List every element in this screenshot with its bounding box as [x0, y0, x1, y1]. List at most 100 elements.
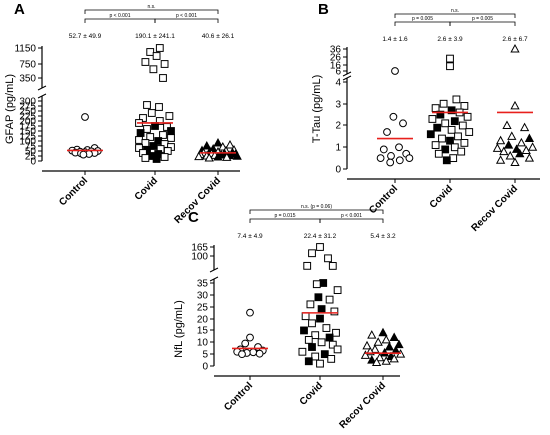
- panel-letter: C: [188, 209, 199, 226]
- filled-triangle-point: [213, 137, 223, 147]
- open-triangle-point: [499, 146, 509, 156]
- open-square-point: [428, 115, 437, 123]
- filled-triangle-point: [367, 355, 377, 364]
- open-square-point: [311, 331, 320, 340]
- y-tick-label: 2: [335, 121, 341, 132]
- y-tick-label: 100: [191, 252, 208, 263]
- open-square-point: [308, 319, 316, 328]
- p-value-label: p = 0.015: [275, 213, 296, 219]
- y-tick-label: 75: [25, 142, 37, 153]
- open-square-point: [306, 300, 315, 309]
- mean-sd-label: 7.4 ± 4.9: [237, 233, 263, 240]
- open-square-point: [141, 139, 150, 147]
- open-square-point: [141, 58, 150, 66]
- significance-bracket: [249, 209, 384, 214]
- significance-bracket: [154, 18, 219, 23]
- open-square-point: [135, 136, 143, 144]
- filled-square-point: [433, 123, 442, 132]
- y-tick-label: 175: [19, 122, 36, 133]
- open-square-point: [328, 262, 337, 270]
- open-square-point: [155, 117, 164, 125]
- open-square-point: [316, 359, 324, 368]
- significance-bracket: [394, 21, 451, 26]
- y-tick-label: 750: [19, 60, 36, 71]
- filled-square-point: [446, 136, 454, 145]
- open-triangle-point: [495, 135, 506, 145]
- open-circle-point: [405, 154, 414, 163]
- significance-bracket: [84, 9, 219, 14]
- open-square-point: [328, 340, 337, 349]
- filled-triangle-point: [394, 339, 404, 349]
- open-triangle-point: [505, 150, 515, 160]
- x-category-label: Control: [222, 380, 255, 413]
- significance-bracket: [394, 13, 516, 18]
- open-square-point: [160, 60, 169, 68]
- open-square-point: [457, 147, 466, 156]
- open-triangle-point: [222, 152, 232, 161]
- open-triangle-point: [502, 120, 512, 129]
- open-square-point: [325, 295, 334, 304]
- significance-bracket: [319, 218, 384, 223]
- open-square-point: [327, 354, 336, 363]
- open-circle-point: [79, 150, 88, 159]
- open-square-point: [447, 125, 456, 134]
- y-tick-label: 275: [19, 102, 36, 113]
- open-square-point: [143, 125, 151, 133]
- filled-square-point: [450, 117, 459, 126]
- open-square-point: [333, 345, 342, 354]
- filled-square-point: [152, 155, 161, 163]
- y-tick-label: 6: [335, 67, 341, 78]
- open-square-point: [312, 280, 321, 289]
- open-square-point: [160, 153, 169, 161]
- y-tick-label: 16: [330, 61, 342, 72]
- open-square-point: [317, 338, 326, 347]
- open-triangle-point: [519, 122, 530, 132]
- open-square-point: [333, 286, 342, 295]
- open-circle-point: [249, 348, 258, 357]
- open-square-point: [438, 134, 446, 143]
- open-square-point: [460, 102, 469, 110]
- filled-triangle-point: [232, 151, 242, 160]
- open-square-point: [159, 131, 167, 139]
- open-circle-point: [238, 350, 246, 359]
- significance-bracket: [84, 18, 156, 23]
- open-square-point: [316, 243, 324, 251]
- x-category-label: Recov Covid: [338, 380, 389, 431]
- open-square-point: [434, 149, 443, 158]
- open-square-point: [139, 114, 147, 122]
- panel-letter: B: [318, 1, 329, 18]
- open-square-point: [147, 109, 156, 117]
- axis-break-mark: [342, 71, 352, 77]
- y-tick-label: 0: [30, 157, 36, 168]
- axis-break-mark: [342, 75, 352, 81]
- filled-square-point: [316, 314, 324, 323]
- mean-sd-label: 2.6 ± 6.7: [502, 36, 528, 43]
- filled-triangle-point: [503, 140, 514, 149]
- open-square-point: [304, 336, 313, 344]
- y-tick-label: 20: [197, 315, 209, 326]
- open-square-point: [441, 119, 450, 128]
- filled-square-point: [167, 127, 175, 135]
- open-square-point: [458, 121, 467, 130]
- open-square-point: [431, 104, 440, 112]
- open-square-point: [332, 328, 340, 337]
- open-triangle-point: [375, 352, 385, 362]
- filled-triangle-point: [202, 140, 212, 150]
- mean-sd-label: 1.4 ± 1.6: [382, 36, 408, 43]
- open-triangle-point: [510, 100, 520, 110]
- open-circle-point: [395, 156, 404, 165]
- filled-square-point: [314, 293, 323, 302]
- y-tick-label: 10: [197, 338, 209, 349]
- filled-square-point: [426, 130, 435, 139]
- open-square-point: [298, 347, 307, 356]
- y-tick-label: 150: [19, 127, 36, 138]
- y-tick-label: 225: [19, 112, 36, 123]
- open-square-point: [149, 65, 158, 74]
- filled-square-point: [317, 305, 326, 313]
- open-square-point: [450, 143, 459, 152]
- open-circle-point: [387, 152, 395, 160]
- filled-square-point: [319, 279, 328, 287]
- open-triangle-point: [507, 131, 517, 140]
- filled-square-point: [442, 156, 451, 165]
